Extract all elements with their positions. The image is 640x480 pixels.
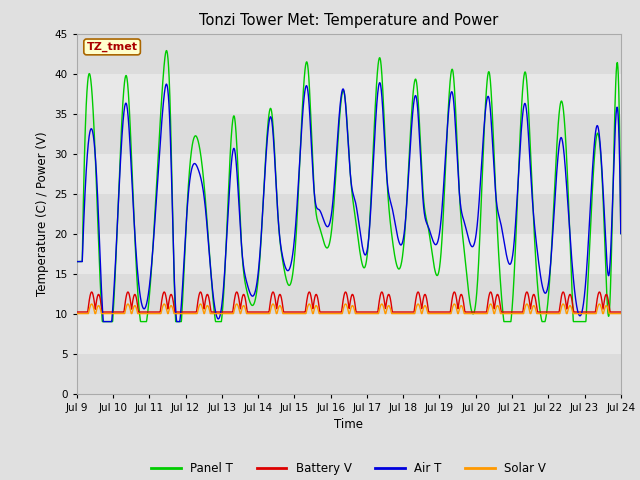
Solar V xyxy=(305,301,313,307)
Air T xyxy=(305,103,313,108)
Panel T xyxy=(305,84,313,89)
Panel T xyxy=(99,319,106,324)
Solar V xyxy=(548,311,556,316)
Battery V xyxy=(607,309,614,315)
Line: Battery V: Battery V xyxy=(77,292,621,312)
Solar V xyxy=(607,311,614,316)
Battery V xyxy=(548,309,556,315)
Bar xyxy=(77,114,621,154)
Solar V xyxy=(168,303,175,309)
Bar xyxy=(77,354,621,394)
Panel T xyxy=(73,259,81,264)
Line: Panel T: Panel T xyxy=(77,50,621,322)
Air T xyxy=(617,231,625,237)
Air T xyxy=(73,259,81,264)
Air T xyxy=(376,80,383,85)
Panel T xyxy=(548,239,556,245)
Air T xyxy=(282,265,289,271)
Bar xyxy=(77,313,621,354)
Battery V xyxy=(305,289,313,295)
Air T xyxy=(607,253,614,259)
Bar xyxy=(77,34,621,73)
Battery V xyxy=(88,289,95,295)
Panel T xyxy=(168,157,175,163)
Battery V xyxy=(135,309,143,315)
Battery V xyxy=(168,291,175,297)
Bar xyxy=(77,234,621,274)
Bar xyxy=(77,274,621,313)
Bar xyxy=(77,193,621,234)
Panel T xyxy=(282,275,290,280)
Panel T xyxy=(135,305,143,311)
Solar V xyxy=(282,311,289,316)
Bar xyxy=(77,154,621,193)
Battery V xyxy=(282,309,289,315)
Battery V xyxy=(617,309,625,315)
Line: Air T: Air T xyxy=(77,83,621,322)
X-axis label: Time: Time xyxy=(334,418,364,431)
Panel T xyxy=(163,48,170,53)
Panel T xyxy=(607,285,614,291)
Solar V xyxy=(135,311,143,316)
Title: Tonzi Tower Met: Temperature and Power: Tonzi Tower Met: Temperature and Power xyxy=(199,13,499,28)
Y-axis label: Temperature (C) / Power (V): Temperature (C) / Power (V) xyxy=(36,132,49,296)
Solar V xyxy=(617,311,625,316)
Panel T xyxy=(617,231,625,237)
Line: Solar V: Solar V xyxy=(77,304,621,313)
Solar V xyxy=(88,301,95,307)
Battery V xyxy=(73,309,81,315)
Solar V xyxy=(73,311,81,316)
Air T xyxy=(135,284,143,289)
Bar xyxy=(77,73,621,114)
Text: TZ_tmet: TZ_tmet xyxy=(86,42,138,52)
Air T xyxy=(99,319,107,324)
Air T xyxy=(548,244,556,250)
Legend: Panel T, Battery V, Air T, Solar V: Panel T, Battery V, Air T, Solar V xyxy=(147,457,551,480)
Air T xyxy=(168,167,175,172)
